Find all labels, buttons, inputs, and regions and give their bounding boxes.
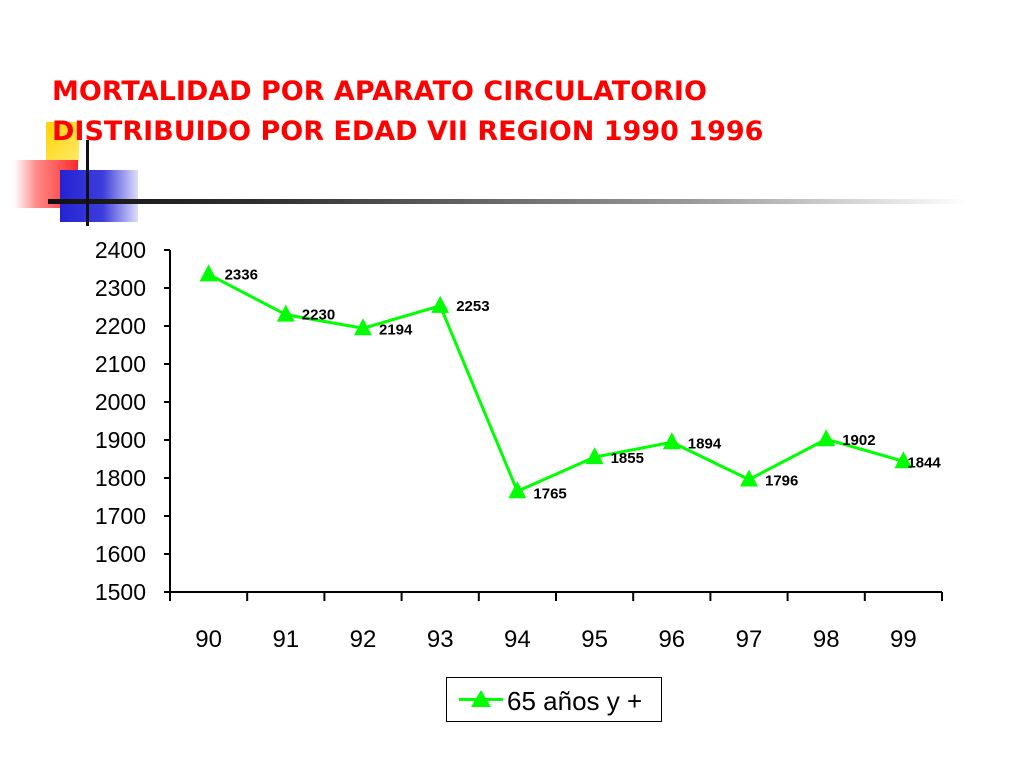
data-label: 1765: [533, 485, 566, 502]
decorative-yellow-square: [46, 122, 79, 162]
x-tick-label: 99: [890, 626, 917, 653]
x-tick-label: 94: [504, 626, 531, 653]
data-point-marker: [354, 318, 372, 336]
data-point-marker: [585, 447, 604, 465]
series-line: [207, 272, 904, 493]
data-point-marker: [431, 295, 450, 313]
y-tick-label: 2400: [95, 237, 146, 263]
y-tick-label: 1500: [95, 579, 146, 605]
y-tick-label: 1600: [95, 541, 146, 567]
x-tick-label: 98: [813, 626, 840, 653]
slide-title: MORTALIDAD POR APARATO CIRCULATORIO DIST…: [52, 72, 763, 152]
x-tick-label: 96: [658, 626, 685, 653]
y-tick-label: 2200: [95, 313, 146, 339]
y-tick-label: 1700: [95, 503, 146, 529]
data-point-marker: [199, 264, 218, 282]
data-point-marker: [817, 429, 836, 447]
data-label: 1855: [611, 450, 644, 467]
y-tick-label: 2000: [95, 389, 146, 415]
decorative-blue-square: [60, 170, 138, 222]
x-tick-label: 90: [195, 626, 222, 653]
decorative-vertical-line: [86, 140, 89, 226]
x-tick-label: 91: [272, 626, 299, 653]
data-point-marker: [508, 481, 527, 499]
data-point-marker: [276, 304, 295, 322]
data-label: 2253: [456, 298, 489, 315]
y-tick-label: 1900: [95, 427, 146, 453]
data-label: 2336: [225, 266, 258, 283]
data-point-marker: [740, 469, 758, 487]
title-divider-line: [48, 199, 968, 204]
x-tick-label: 92: [350, 626, 377, 653]
data-label: 1844: [907, 454, 941, 471]
x-tick-label: 95: [581, 626, 608, 653]
y-tick-label: 2100: [95, 351, 146, 377]
data-label: 2194: [379, 321, 413, 338]
title-line-2: DISTRIBUIDO POR EDAD VII REGION 1990 199…: [52, 116, 764, 147]
data-label: 1796: [765, 473, 798, 490]
data-point-marker: [894, 451, 913, 469]
data-label: 2230: [302, 307, 335, 324]
x-tick-label: 93: [427, 626, 454, 653]
x-tick-label: 97: [736, 626, 763, 653]
data-point-marker: [662, 432, 681, 450]
legend-triangle-marker-icon: [471, 690, 491, 707]
legend-series-label: 65 años y +: [507, 686, 643, 716]
y-tick-label: 1800: [95, 465, 146, 491]
title-line-1: MORTALIDAD POR APARATO CIRCULATORIO: [52, 76, 707, 107]
y-tick-label: 2300: [95, 275, 146, 301]
data-label: 1902: [842, 432, 875, 449]
data-label: 1894: [688, 435, 722, 452]
chart-legend: 65 años y +: [446, 677, 662, 722]
